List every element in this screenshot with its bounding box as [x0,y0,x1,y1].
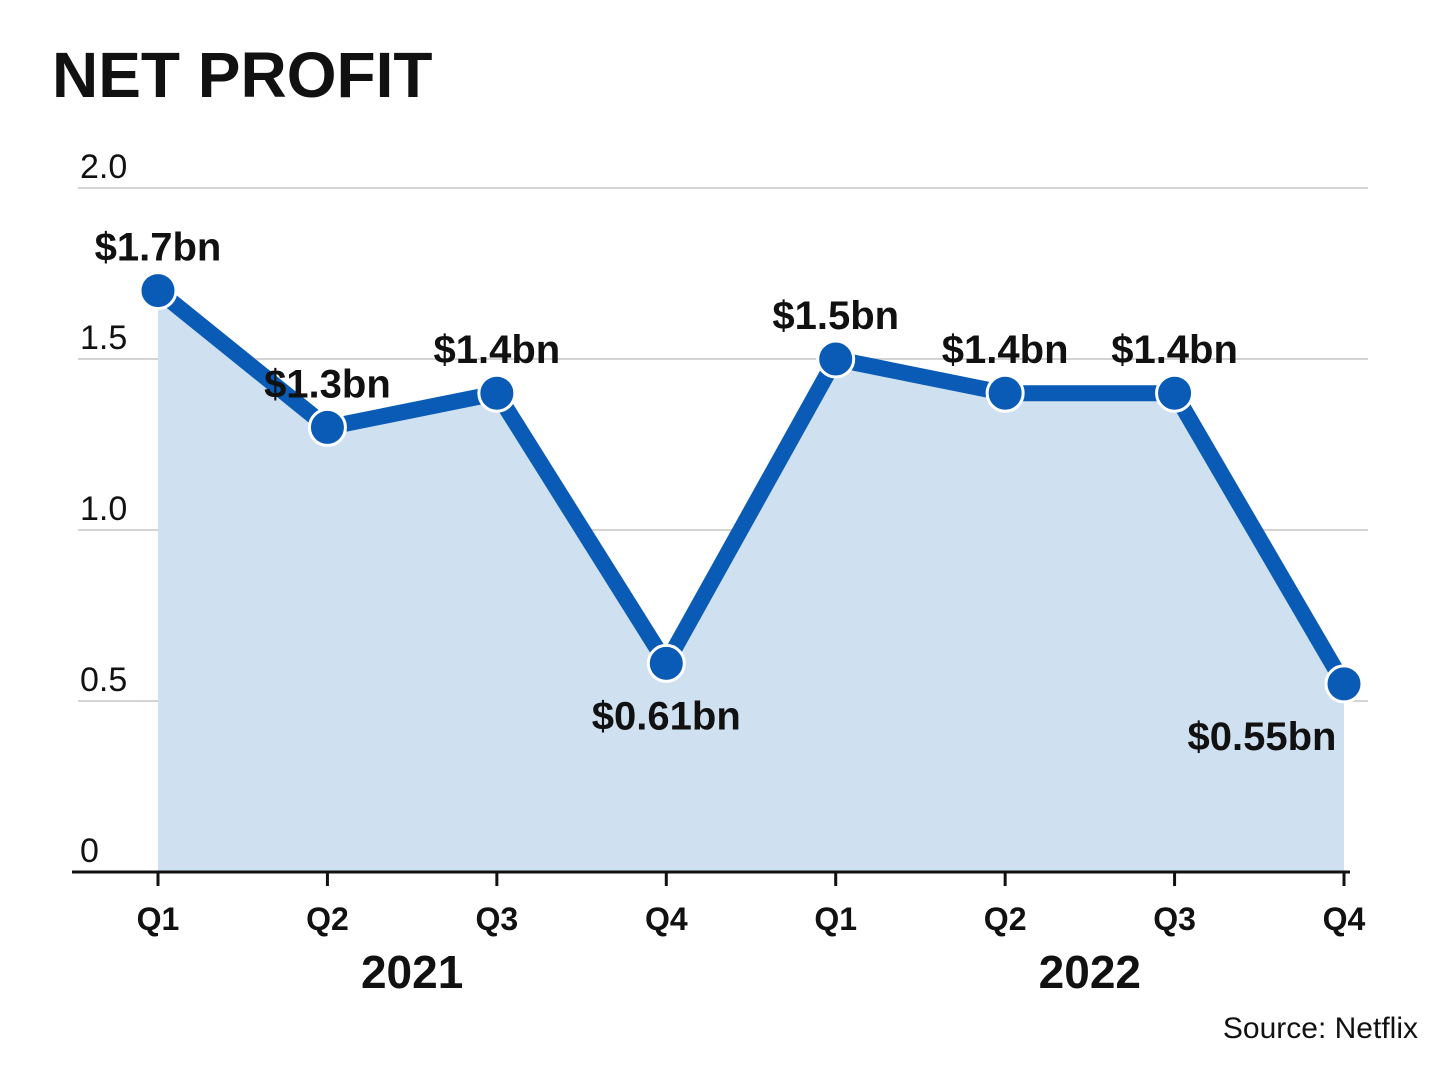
data-point [646,643,686,683]
x-tick-label: Q4 [1323,901,1366,937]
data-point [985,373,1025,413]
y-axis-ticks: 0 0.5 1.0 1.5 2.0 [80,148,127,870]
area-fill [158,290,1344,873]
x-tick-label: Q3 [1153,901,1196,937]
x-tick-label: Q1 [137,901,180,937]
data-points [138,271,1364,704]
data-point [477,373,517,413]
data-label: $1.4bn [1111,328,1238,372]
year-label: 2021 [361,946,463,998]
data-label: $1.7bn [95,226,222,270]
data-point [307,407,347,447]
data-label: $1.4bn [433,328,560,372]
data-point [1324,664,1364,704]
x-tick-label: Q4 [645,901,688,937]
y-tick-label: 2.0 [80,148,127,186]
data-label: $0.55bn [1188,715,1337,759]
y-tick-label: 1.5 [80,319,127,357]
year-label: 2022 [1039,946,1141,998]
x-axis [72,870,1350,886]
data-point [1155,373,1195,413]
data-label: $1.5bn [772,294,899,338]
data-point [138,271,178,311]
profit-line [150,282,1352,692]
y-tick-label: 1.0 [80,490,127,528]
source-note: Source: Netflix [1223,1012,1418,1045]
year-labels: 2021 2022 [361,946,1141,998]
series-line [150,282,1352,692]
x-tick-label: Q1 [814,901,857,937]
x-tick-label: Q2 [984,901,1027,937]
y-tick-label: 0 [80,832,99,870]
data-point [816,339,856,379]
data-labels: $1.7bn $1.3bn $1.4bn $0.61bn $1.5bn $1.4bn $1.… [95,226,1337,759]
y-tick-label: 0.5 [80,661,127,699]
x-tick-label: Q2 [306,901,349,937]
x-axis-ticks: Q1 Q2 Q3 Q4 Q1 Q2 Q3 Q4 [137,901,1366,937]
chart-title: NET PROFIT [52,39,432,111]
x-tick-label: Q3 [476,901,519,937]
data-label: $0.61bn [592,694,741,738]
area-shape [158,290,1344,873]
data-label: $1.3bn [264,362,391,406]
data-label: $1.4bn [942,328,1069,372]
